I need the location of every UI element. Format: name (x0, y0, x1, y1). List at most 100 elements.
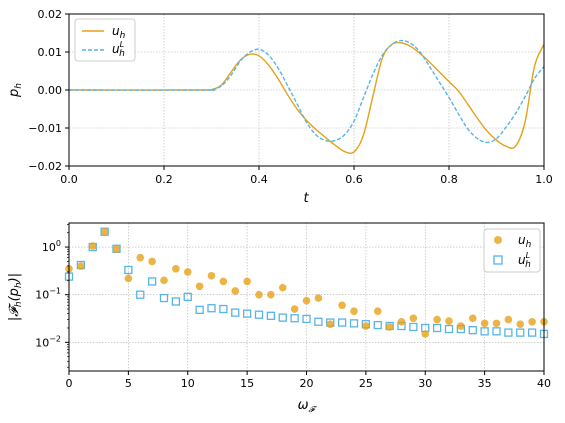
top-x-tick-label: 1.0 (535, 173, 553, 186)
top-y-tick-label: 0.02 (38, 8, 63, 21)
point-u-h-l (349, 319, 359, 328)
point-u-h-l (516, 328, 525, 337)
point-u-h (183, 268, 192, 276)
top-tick-labels: 0.0 0.2 0.4 0.6 0.8 1.0 0.02 0.01 0.00 −0.01 −0.02 (28, 8, 552, 186)
top-legend: uh uL h (74, 18, 136, 62)
top-x-tick-label: 0.0 (60, 173, 78, 186)
point-u-h (433, 315, 441, 324)
bottom-x-tick-label: 25 (359, 377, 373, 390)
bottom-series-points (64, 227, 549, 339)
point-u-h (195, 282, 204, 291)
point-u-h-l (254, 310, 264, 319)
bottom-gridlines (68, 223, 545, 371)
top-y-tick-label: 0.00 (38, 84, 63, 97)
top-y-tick-label: 0.01 (38, 46, 63, 59)
bottom-x-tick-label: 5 (125, 377, 132, 390)
point-u-h (243, 277, 251, 286)
series-line-u-h (68, 41, 545, 155)
point-u-h (528, 317, 536, 326)
point-u-h (326, 320, 335, 329)
point-u-h (231, 287, 240, 295)
point-u-h-l (314, 317, 323, 326)
point-u-h-l (136, 290, 145, 299)
bottom-y-tick-label: 100 (42, 239, 61, 254)
bottom-y-tick-label: 10−1 (35, 287, 61, 302)
point-u-h (492, 319, 501, 328)
point-u-h-l (171, 297, 181, 306)
point-u-h-l (468, 326, 477, 335)
point-u-h (112, 245, 121, 254)
bottom-x-tick-label: 30 (418, 377, 432, 390)
point-u-h (373, 307, 382, 316)
point-u-h (468, 314, 477, 323)
bottom-x-axis-label: ω𝓕 (298, 398, 318, 414)
point-u-h-l (480, 327, 489, 336)
top-x-tick-label: 0.6 (345, 173, 363, 186)
top-legend-box (74, 18, 136, 62)
point-u-h-l (159, 293, 169, 303)
top-x-tick-label: 0.2 (155, 173, 173, 186)
point-u-h (397, 317, 406, 326)
point-u-h (302, 296, 311, 305)
series-line-u-h-l (68, 39, 545, 144)
point-u-h (480, 319, 489, 328)
point-u-h-l (302, 314, 311, 324)
point-u-h (124, 274, 133, 283)
point-u-h-l (373, 320, 382, 330)
bottom-y-tick-label: 10−2 (35, 334, 61, 349)
point-u-h-l (409, 322, 418, 332)
point-u-h-l (195, 305, 204, 315)
point-u-h-l (504, 328, 513, 337)
point-u-h-l (183, 292, 192, 302)
top-x-tick-label: 0.8 (440, 173, 458, 186)
top-x-tick-label: 0.4 (250, 173, 268, 186)
point-u-h (457, 322, 465, 330)
point-u-h (160, 276, 168, 285)
point-u-h (290, 305, 299, 313)
point-u-h-l (219, 304, 228, 314)
point-u-h-l (290, 314, 299, 323)
point-u-h (88, 242, 97, 250)
legend-marker-u-h-l (493, 255, 503, 265)
point-u-h (172, 264, 180, 273)
point-u-h (267, 290, 275, 299)
top-panel: 0.0 0.2 0.4 0.6 0.8 1.0 0.02 0.01 0.00 −0.01 −0.02… (7, 8, 553, 206)
point-u-h-l (527, 328, 537, 337)
point-u-h (350, 307, 358, 316)
point-u-h (278, 283, 287, 292)
point-u-h-l (242, 309, 252, 318)
legend-label-u-h-l: uL h (112, 40, 125, 59)
point-u-h (219, 277, 228, 286)
point-u-h-l (266, 311, 276, 320)
bottom-x-tick-label: 10 (181, 377, 195, 390)
top-y-tick-label: −0.02 (28, 160, 62, 173)
point-u-h (445, 317, 453, 325)
point-u-h-l (278, 313, 287, 322)
point-u-h (100, 227, 109, 236)
bottom-x-tick-label: 20 (300, 377, 314, 390)
point-u-h-l (492, 327, 501, 336)
point-u-h (77, 262, 85, 270)
point-u-h (409, 314, 418, 323)
point-u-h (385, 323, 394, 331)
bottom-x-tick-label: 0 (66, 377, 73, 390)
point-u-h (255, 290, 263, 299)
point-u-h-l (207, 304, 216, 313)
legend-label-bottom-u-h-l: uL h (518, 251, 531, 270)
bottom-legend-box (483, 228, 541, 273)
top-y-axis-label: ph (7, 83, 24, 98)
point-u-h (148, 257, 156, 266)
point-u-h (136, 253, 145, 262)
top-y-tick-label: −0.01 (28, 122, 62, 135)
point-u-h-l (337, 318, 347, 327)
point-u-h (338, 301, 346, 310)
point-u-h (314, 294, 323, 302)
point-u-h-l (147, 277, 157, 286)
point-u-h (421, 330, 430, 338)
bottom-x-tick-label: 35 (478, 377, 492, 390)
top-x-axis-label: t (303, 191, 309, 206)
top-series-lines (68, 39, 545, 155)
point-u-h-l (444, 324, 454, 334)
